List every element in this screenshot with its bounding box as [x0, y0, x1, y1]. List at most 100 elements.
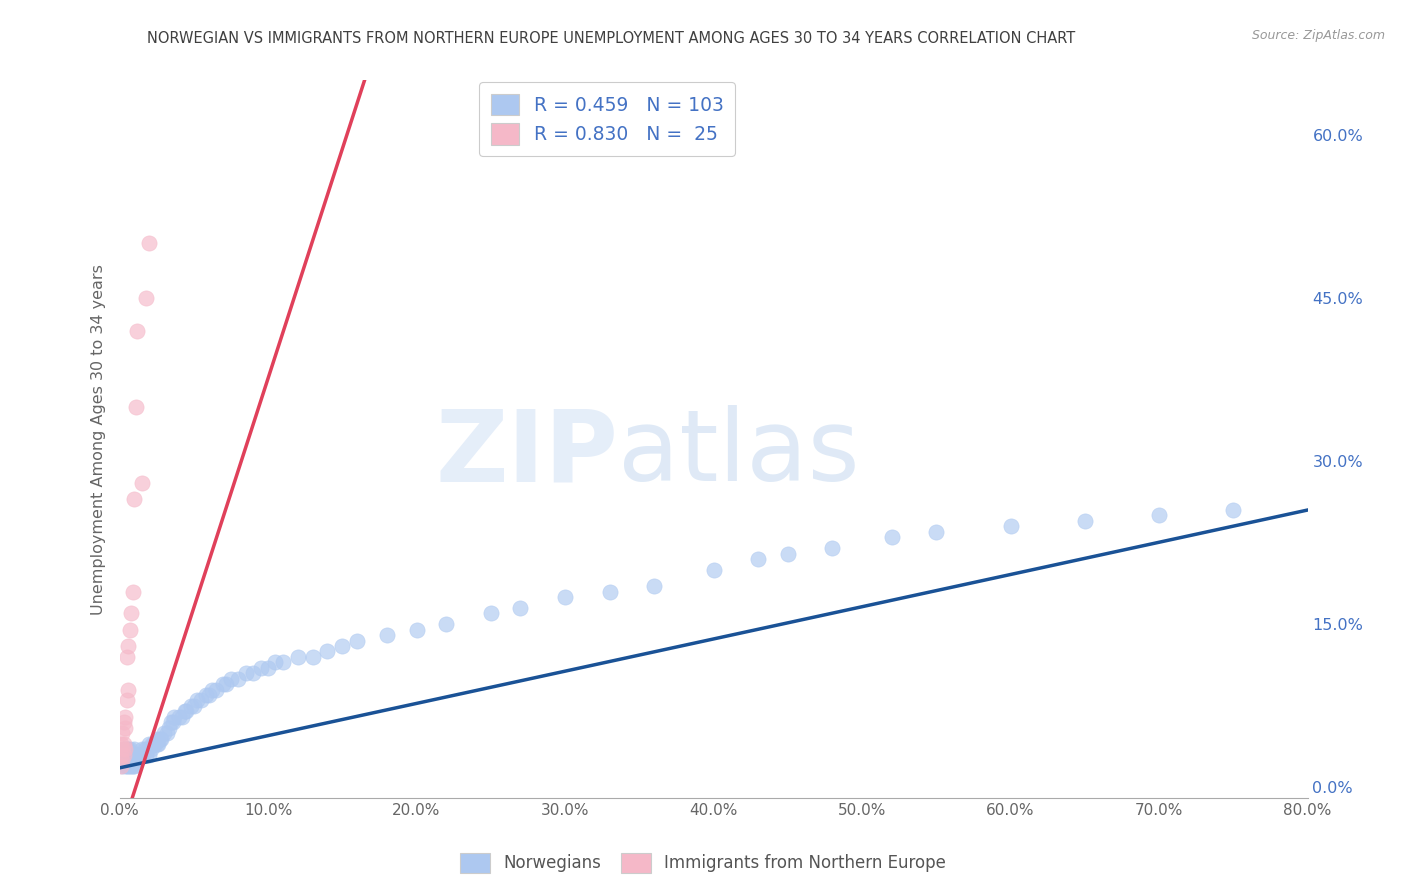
Point [554, 590, 576, 604]
Point [287, 649, 309, 664]
Point [125, 400, 148, 414]
Point [112, 747, 135, 762]
Point [131, 742, 153, 756]
Point [115, 742, 138, 756]
Point [200, 682, 222, 697]
Point [112, 715, 135, 730]
Point [138, 747, 160, 762]
Point [271, 656, 294, 670]
Point [117, 758, 139, 772]
Point [114, 721, 136, 735]
Point [120, 753, 142, 767]
Point [112, 742, 135, 756]
Point [643, 579, 665, 593]
Point [157, 721, 180, 735]
Point [115, 758, 138, 772]
Point [128, 747, 150, 762]
Point [316, 644, 339, 658]
Point [145, 731, 167, 746]
Point [120, 758, 142, 772]
Point [156, 726, 179, 740]
Point [205, 682, 228, 697]
Point [114, 753, 136, 767]
Point [132, 747, 155, 762]
Point [162, 715, 184, 730]
Point [167, 710, 190, 724]
Point [228, 672, 250, 686]
Point [173, 704, 195, 718]
Point [122, 758, 145, 772]
Point [136, 742, 159, 756]
Point [143, 737, 166, 751]
Point [1222, 503, 1244, 517]
Point [127, 324, 149, 338]
Point [215, 677, 238, 691]
Point [135, 291, 157, 305]
Point [170, 710, 193, 724]
Point [219, 672, 242, 686]
Point [242, 666, 264, 681]
Text: ZIP: ZIP [436, 405, 619, 502]
Point [197, 688, 219, 702]
Point [117, 742, 139, 756]
Point [139, 742, 162, 756]
Point [110, 747, 132, 762]
Point [112, 753, 135, 767]
Point [114, 710, 136, 724]
Text: atlas: atlas [619, 405, 860, 502]
Point [122, 747, 145, 762]
Point [138, 737, 160, 751]
Point [1074, 514, 1097, 528]
Point [190, 693, 212, 707]
Point [925, 524, 948, 539]
Point [1000, 519, 1022, 533]
Point [131, 475, 153, 490]
Point [120, 747, 142, 762]
Point [117, 639, 139, 653]
Point [118, 758, 141, 772]
Point [821, 541, 844, 555]
Point [138, 236, 160, 251]
Point [330, 639, 353, 653]
Point [134, 742, 156, 756]
Point [479, 607, 502, 621]
Point [127, 747, 149, 762]
Point [131, 747, 153, 762]
Point [249, 661, 271, 675]
Point [117, 753, 139, 767]
Point [122, 584, 145, 599]
Point [257, 661, 280, 675]
Point [112, 737, 135, 751]
Point [142, 737, 165, 751]
Legend: R = 0.459   N = 103, R = 0.830   N =  25: R = 0.459 N = 103, R = 0.830 N = 25 [479, 82, 735, 156]
Point [124, 753, 146, 767]
Point [124, 758, 146, 772]
Point [235, 666, 257, 681]
Point [509, 601, 531, 615]
Point [118, 742, 141, 756]
Point [141, 737, 163, 751]
Point [212, 677, 235, 691]
Point [115, 747, 138, 762]
Text: Source: ZipAtlas.com: Source: ZipAtlas.com [1251, 29, 1385, 43]
Point [150, 731, 173, 746]
Point [115, 693, 138, 707]
Point [124, 747, 146, 762]
Point [117, 682, 139, 697]
Point [111, 758, 134, 772]
Point [125, 753, 148, 767]
Point [599, 584, 621, 599]
Point [405, 623, 427, 637]
Point [115, 649, 138, 664]
Y-axis label: Unemployment Among Ages 30 to 34 years: Unemployment Among Ages 30 to 34 years [90, 264, 105, 615]
Legend: Norwegians, Immigrants from Northern Europe: Norwegians, Immigrants from Northern Eur… [453, 847, 953, 880]
Point [110, 758, 132, 772]
Point [183, 698, 205, 713]
Point [149, 731, 172, 746]
Point [111, 726, 134, 740]
Point [114, 747, 136, 762]
Point [135, 747, 157, 762]
Point [145, 737, 167, 751]
Point [301, 649, 323, 664]
Point [163, 710, 186, 724]
